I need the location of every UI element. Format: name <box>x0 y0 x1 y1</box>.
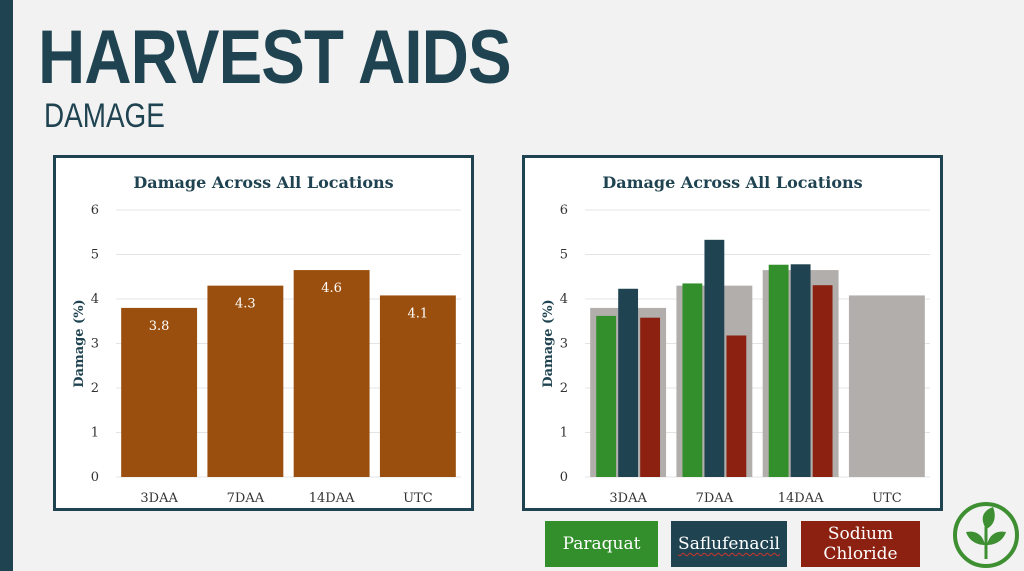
chart2-y-tick-label-5: 5 <box>560 248 568 263</box>
chart1-x-tick-label-3daa: 3DAA <box>140 491 178 506</box>
chart2-bar-saflufenacil-3daa <box>618 288 639 477</box>
chart1-y-tick-label-3: 3 <box>91 337 99 352</box>
legend-label-sodium-chloride: Sodium Chloride <box>823 524 898 564</box>
legend-item-saflufenacil: Saflufenacil <box>671 521 787 567</box>
legend-label-paraquat: Paraquat <box>562 534 641 554</box>
side-accent-bar <box>0 0 13 571</box>
chart2-title: Damage Across All Locations <box>602 173 862 192</box>
chart1-data-label-7daa: 4.3 <box>235 297 256 312</box>
chart2-bar-saflufenacil-7daa <box>704 239 725 477</box>
chart1-title: Damage Across All Locations <box>133 173 393 192</box>
chart1-y-tick-label-6: 6 <box>91 203 99 218</box>
chart2-y-tick-label-1: 1 <box>560 426 568 441</box>
legend-item-sodium-chloride: Sodium Chloride <box>801 521 920 567</box>
chart1-x-tick-label-7daa: 7DAA <box>227 491 265 506</box>
chart-panel-overall: Damage Across All Locations 0 1 2 3 4 5 6 Damage… <box>53 155 474 511</box>
chart1-bar-damage-3daa <box>121 307 198 477</box>
chart1-bar-damage-7daa <box>207 285 284 477</box>
legend-label-saflufenacil: Saflufenacil <box>678 534 780 554</box>
chart2-x-tick-label-utc: UTC <box>872 491 902 506</box>
chart1-data-label-14daa: 4.6 <box>321 281 342 296</box>
chart1-y-tick-label-5: 5 <box>91 248 99 263</box>
chart2-bar-overall-utc <box>848 295 925 477</box>
chart1-y-tick-label-2: 2 <box>91 381 99 396</box>
legend-item-paraquat: Paraquat <box>545 521 658 567</box>
chart2-x-tick-label-14daa: 14DAA <box>778 491 824 506</box>
chart1-bar-damage-utc <box>379 295 456 477</box>
chart2-x-tick-label-3daa: 3DAA <box>609 491 647 506</box>
chart1-data-label-utc: 4.1 <box>408 306 429 321</box>
chart1-bar-damage-14daa <box>293 270 370 477</box>
damage-chart-by-treatment: Damage Across All Locations 0 1 2 3 4 5 6 Damage… <box>541 173 930 506</box>
leaf-sprout-icon <box>953 502 1019 568</box>
chart-panel-by-treatment: Damage Across All Locations 0 1 2 3 4 5 6 Damage… <box>522 155 943 511</box>
chart2-bar-saflufenacil-14daa <box>790 264 811 477</box>
chart2-y-tick-label-4: 4 <box>560 292 568 307</box>
chart1-y-tick-label-1: 1 <box>91 426 99 441</box>
chart1-y-axis-label: Damage (%) <box>72 299 87 387</box>
chart2-bar-paraquat-14daa <box>768 264 789 477</box>
chart1-x-tick-label-14daa: 14DAA <box>309 491 355 506</box>
chart2-x-tick-label-7daa: 7DAA <box>696 491 734 506</box>
chart2-bar-paraquat-3daa <box>596 315 617 477</box>
chart2-bar-paraquat-7daa <box>682 283 703 477</box>
chart2-bar-sodium-chloride-7daa <box>726 335 747 477</box>
chart2-y-tick-label-3: 3 <box>560 337 568 352</box>
chart1-y-tick-label-0: 0 <box>91 470 99 485</box>
chart2-bar-sodium-chloride-14daa <box>812 285 833 477</box>
chart2-y-tick-label-0: 0 <box>560 470 568 485</box>
chart1-x-tick-label-utc: UTC <box>403 491 433 506</box>
page-title: HARVEST AIDS <box>38 15 512 100</box>
chart2-y-axis-label: Damage (%) <box>541 299 556 387</box>
chart2-bar-sodium-chloride-3daa <box>640 317 661 477</box>
damage-chart-overall: Damage Across All Locations 0 1 2 3 4 5 6 Damage… <box>72 173 461 506</box>
chart1-data-label-3daa: 3.8 <box>149 319 170 334</box>
page-subtitle: DAMAGE <box>44 97 165 135</box>
chart2-y-tick-label-6: 6 <box>560 203 568 218</box>
chart2-y-tick-label-2: 2 <box>560 381 568 396</box>
chart1-y-tick-label-4: 4 <box>91 292 99 307</box>
